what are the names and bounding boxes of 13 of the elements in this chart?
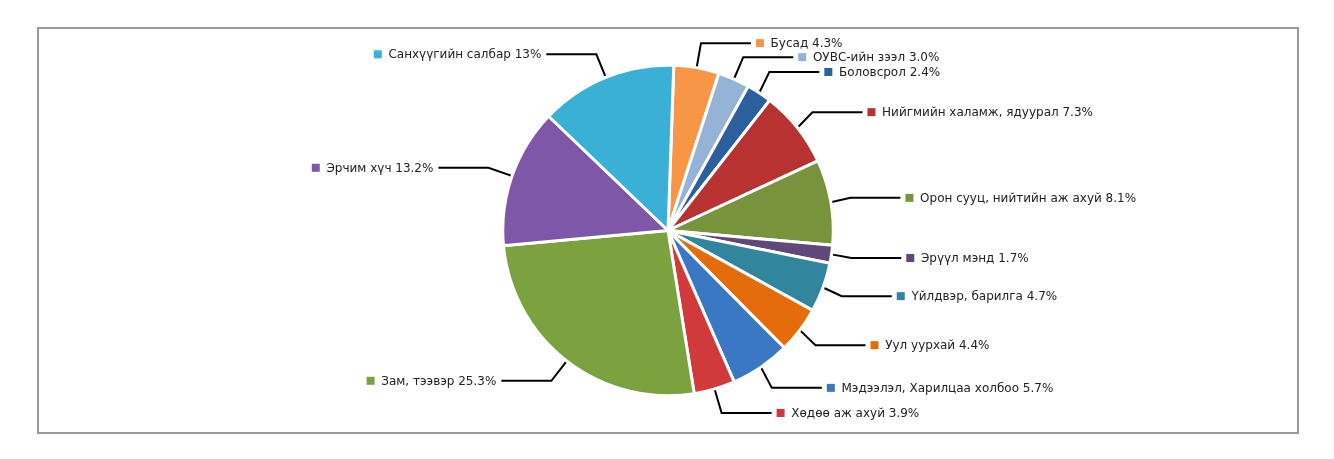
legend-label: Санхүүгийн салбар 13%	[388, 47, 542, 62]
legend-label: Мэдээлэл, Харилцаа холбоо 5.7%	[841, 380, 1054, 395]
legend-label: ОУВС-ийн зээл 3.0%	[812, 50, 940, 65]
legend-label: Бусад 4.3%	[770, 36, 843, 51]
legend-label: Боловсрол 2.4%	[838, 64, 941, 79]
legend-label: Хөдөө аж ахуй 3.9%	[791, 406, 920, 421]
legend-label: Уул уурхай 4.4%	[885, 338, 990, 353]
legend-label: Үйлдвэр, барилга 4.7%	[910, 289, 1058, 304]
legend-label: Эрчим хүч 13.2%	[326, 160, 434, 175]
legend-label: Нийгмийн халамж, ядуурал 7.3%	[882, 105, 1093, 120]
legend-label: Зам, тээвэр 25.3%	[381, 373, 497, 388]
legend-label: Орон сууц, нийтийн аж ахуй 8.1%	[920, 190, 1137, 205]
legend-label: Эрүүл мэнд 1.7%	[920, 250, 1029, 265]
